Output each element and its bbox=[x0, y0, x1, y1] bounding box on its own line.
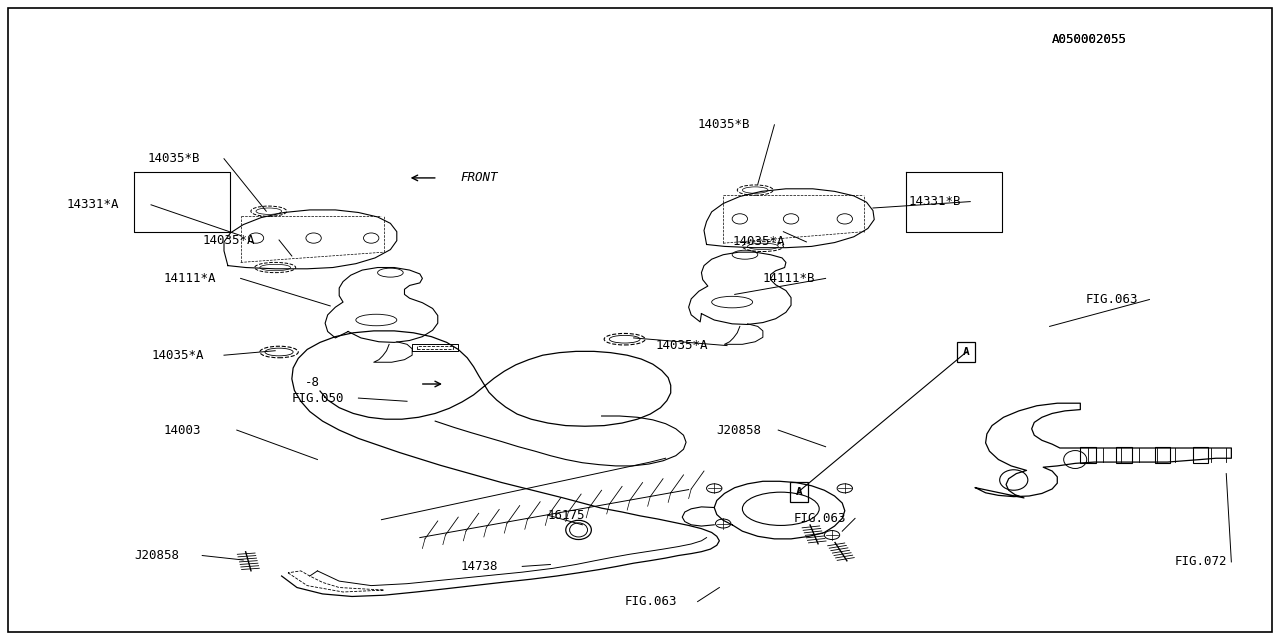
Text: 14331*A: 14331*A bbox=[67, 198, 119, 211]
Text: FRONT: FRONT bbox=[461, 172, 498, 184]
Text: 14035*A: 14035*A bbox=[655, 339, 708, 352]
Text: 14035*A: 14035*A bbox=[202, 234, 255, 246]
Text: 16175: 16175 bbox=[548, 509, 585, 522]
Text: 14035*A: 14035*A bbox=[151, 349, 204, 362]
Text: J20858: J20858 bbox=[134, 549, 179, 562]
Bar bbox=[957, 342, 975, 362]
Text: FIG.050: FIG.050 bbox=[292, 392, 344, 404]
Text: FIG.072: FIG.072 bbox=[1175, 556, 1228, 568]
Text: J20858: J20858 bbox=[717, 424, 762, 436]
Bar bbox=[790, 481, 808, 502]
Text: FIG.063: FIG.063 bbox=[625, 595, 677, 608]
Text: A: A bbox=[795, 486, 803, 497]
Text: FIG.063: FIG.063 bbox=[1085, 293, 1138, 306]
Text: A: A bbox=[963, 347, 970, 357]
Text: -8: -8 bbox=[305, 376, 320, 389]
Text: 14003: 14003 bbox=[164, 424, 201, 436]
Text: A050002055: A050002055 bbox=[1052, 33, 1128, 46]
Text: A050002055: A050002055 bbox=[1052, 33, 1128, 46]
Text: 14111*B: 14111*B bbox=[763, 272, 815, 285]
Text: 14035*B: 14035*B bbox=[698, 118, 750, 131]
Text: 14035*A: 14035*A bbox=[732, 236, 785, 248]
Text: 14738: 14738 bbox=[461, 560, 498, 573]
Text: FIG.063: FIG.063 bbox=[794, 512, 846, 525]
Text: 14331*B: 14331*B bbox=[909, 195, 961, 208]
Text: 14111*A: 14111*A bbox=[164, 272, 216, 285]
Text: 14035*B: 14035*B bbox=[147, 152, 200, 165]
